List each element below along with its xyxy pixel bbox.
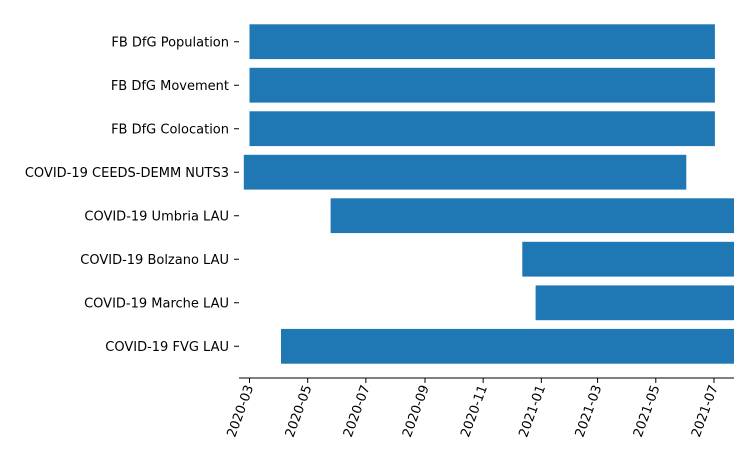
y-tick-label: FB DfG Population: [111, 35, 229, 50]
bars-group: [243, 24, 734, 364]
y-tick-label: COVID-19 CEEDS-DEMM NUTS3: [25, 166, 229, 181]
bar-0: [249, 24, 715, 60]
bar-7: [281, 328, 734, 364]
x-tick-label: 2020-09: [400, 383, 433, 439]
x-tick-label: 2020-03: [225, 383, 258, 439]
x-tick-label: 2021-05: [631, 383, 664, 439]
bar-5: [522, 241, 734, 277]
y-tick-label: FB DfG Colocation: [111, 122, 229, 137]
x-tick-label: 2021-03: [573, 383, 606, 439]
y-axis: FB DfG Population FB DfG Movement FB DfG C…: [25, 35, 239, 355]
bar-6: [535, 285, 734, 321]
x-tick-label: 2021-01: [516, 383, 549, 439]
x-tick-label: 2021-07: [689, 383, 722, 439]
bar-1: [249, 67, 715, 103]
y-tick-label: COVID-19 FVG LAU: [105, 340, 229, 355]
x-tick-label: 2020-11: [458, 383, 491, 439]
x-tick-label: 2020-07: [341, 383, 374, 439]
y-tick-label: COVID-19 Marche LAU: [84, 296, 229, 311]
bar-2: [249, 111, 715, 147]
y-tick-label: COVID-19 Umbria LAU: [84, 209, 229, 224]
y-tick-label: FB DfG Movement: [111, 79, 229, 94]
y-tick-label: COVID-19 Bolzano LAU: [80, 253, 229, 268]
x-axis: 2020-03 2020-05 2020-07 2020-09 2020-11 2021-…: [225, 377, 734, 439]
bar-3: [243, 154, 687, 190]
x-tick-label: 2020-05: [283, 383, 316, 439]
bar-4: [330, 198, 734, 234]
